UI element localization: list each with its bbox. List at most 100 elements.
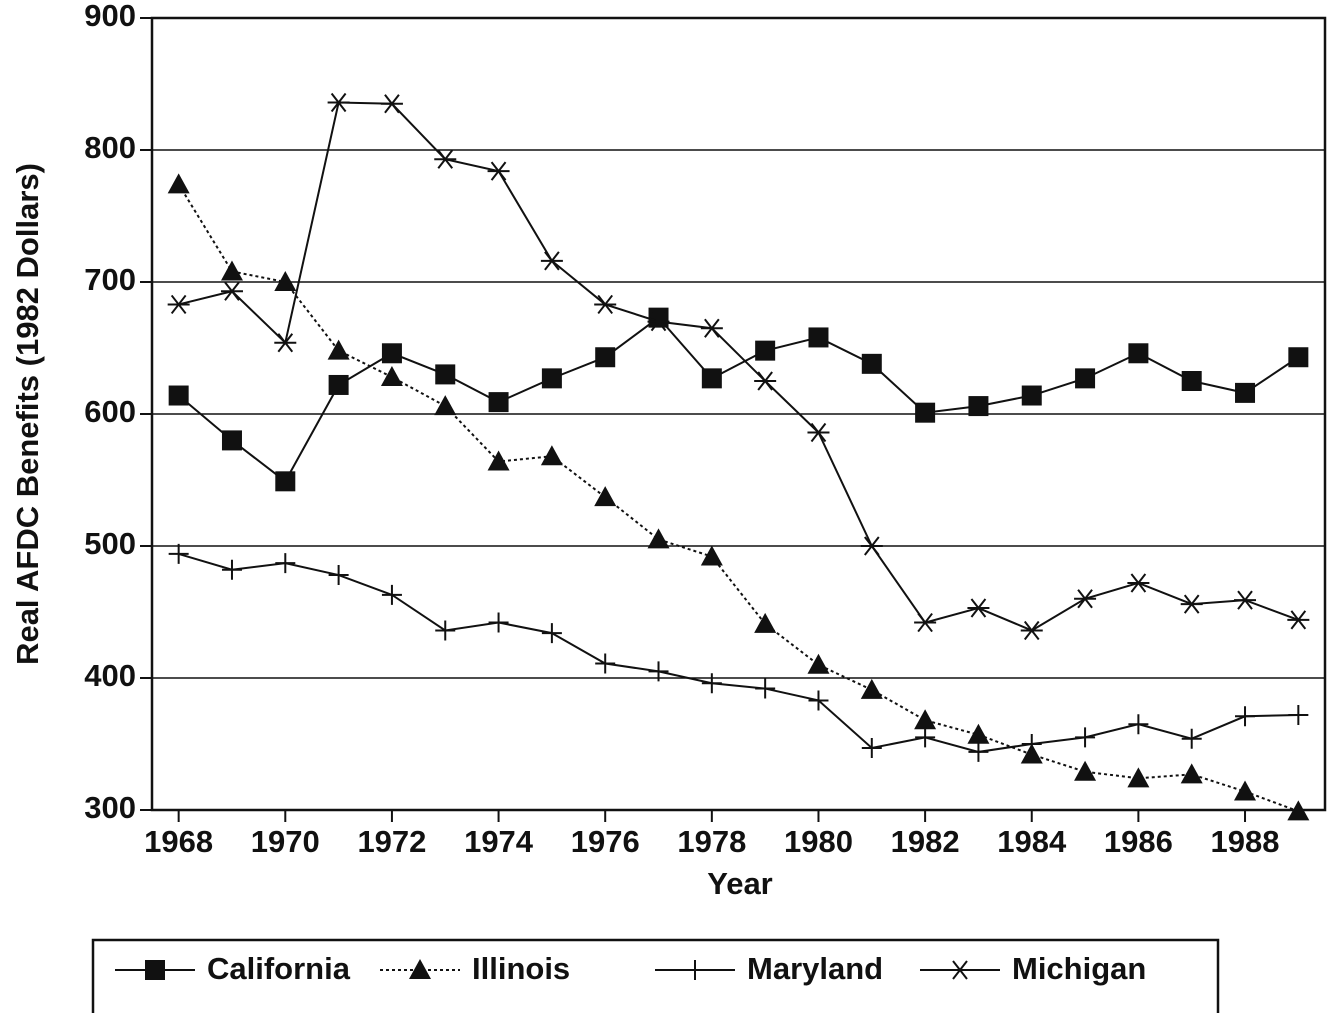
marker	[861, 353, 882, 374]
marker	[648, 661, 669, 682]
marker	[915, 727, 936, 748]
legend-label: California	[207, 951, 351, 986]
marker	[381, 584, 402, 605]
marker	[1235, 706, 1256, 727]
marker	[434, 395, 457, 416]
marker	[861, 737, 882, 758]
marker	[647, 528, 670, 549]
marker	[914, 709, 937, 730]
marker	[275, 471, 296, 492]
y-tick-label: 300	[84, 790, 136, 825]
series-line	[178, 552, 1299, 753]
marker	[540, 251, 563, 271]
marker	[755, 678, 776, 699]
marker	[1074, 760, 1097, 781]
marker	[968, 741, 989, 762]
marker	[274, 271, 297, 291]
marker	[700, 318, 723, 338]
marker	[1234, 590, 1257, 610]
marker	[1021, 385, 1042, 406]
marker	[754, 371, 777, 391]
x-tick-label: 1968	[144, 824, 213, 859]
marker	[487, 161, 510, 181]
y-tick-label: 500	[84, 526, 136, 561]
x-tick-label: 1984	[997, 824, 1067, 859]
y-tick-label: 900	[84, 0, 136, 33]
marker	[701, 368, 722, 389]
x-tick-label: 1974	[464, 824, 534, 859]
marker	[808, 690, 829, 711]
x-tick-label: 1980	[784, 824, 853, 859]
marker	[701, 673, 722, 694]
marker	[808, 327, 829, 348]
marker	[167, 173, 190, 194]
marker	[275, 553, 296, 574]
marker	[1287, 610, 1310, 630]
marker	[221, 559, 242, 580]
marker	[541, 623, 562, 644]
legend-label: Michigan	[1012, 951, 1146, 986]
marker	[220, 260, 243, 281]
marker	[1127, 767, 1150, 788]
marker	[274, 333, 297, 353]
y-tick-label: 700	[84, 262, 136, 297]
marker	[1128, 714, 1149, 735]
marker	[1128, 343, 1149, 364]
marker	[647, 311, 670, 332]
marker	[1075, 368, 1096, 389]
y-tick-label: 400	[84, 658, 136, 693]
x-axis-label: Year	[707, 866, 773, 901]
marker	[1234, 780, 1257, 801]
legend-box	[91, 938, 1220, 1013]
marker	[595, 653, 616, 674]
marker	[435, 620, 456, 641]
x-tick-label: 1970	[251, 824, 320, 859]
marker	[168, 543, 189, 564]
marker	[540, 445, 563, 466]
marker	[860, 536, 883, 556]
legend-label: Illinois	[472, 951, 570, 986]
marker	[435, 364, 456, 385]
marker	[915, 402, 936, 423]
marker	[1127, 573, 1150, 593]
x-tick-label: 1972	[357, 824, 426, 859]
marker	[409, 959, 431, 979]
marker	[1181, 728, 1202, 749]
marker	[167, 294, 190, 315]
marker	[381, 343, 402, 364]
marker	[1020, 620, 1043, 641]
series-line	[177, 183, 1299, 813]
marker	[328, 565, 349, 586]
y-axis-label: Real AFDC Benefits (1982 Dollars)	[10, 163, 45, 665]
marker	[221, 430, 242, 451]
marker	[1074, 589, 1097, 609]
marker	[541, 368, 562, 389]
series-line	[178, 316, 1299, 483]
marker	[807, 653, 830, 674]
marker	[1180, 594, 1203, 614]
marker	[594, 294, 617, 315]
y-tick-label: 800	[84, 130, 136, 165]
marker	[949, 960, 971, 980]
marker	[1180, 763, 1203, 784]
x-tick-label: 1978	[677, 824, 746, 859]
marker	[1021, 734, 1042, 754]
marker	[220, 281, 243, 301]
marker	[328, 374, 349, 395]
marker	[1288, 347, 1309, 368]
marker	[755, 340, 776, 361]
marker	[967, 723, 990, 744]
marker	[1075, 727, 1096, 748]
marker	[1181, 371, 1202, 391]
plot-frame	[150, 16, 1327, 812]
marker	[487, 450, 510, 471]
x-tick-label: 1988	[1211, 824, 1280, 859]
marker	[488, 392, 509, 413]
marker	[648, 307, 669, 328]
marker	[595, 347, 616, 368]
marker	[327, 92, 350, 113]
marker	[1287, 800, 1310, 821]
marker	[754, 612, 777, 633]
legend-label: Maryland	[747, 951, 883, 986]
